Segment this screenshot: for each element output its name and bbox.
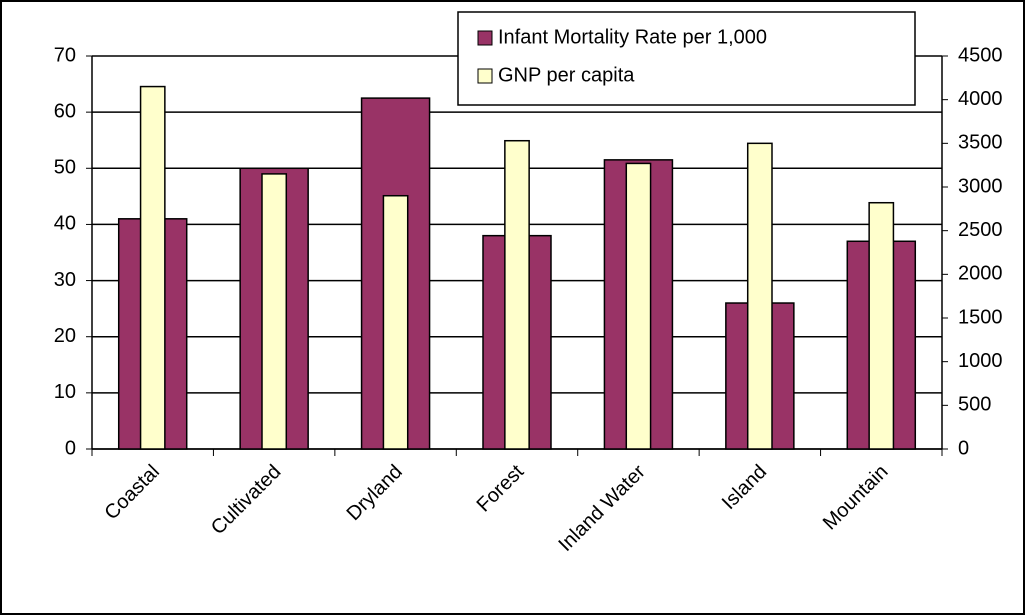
y-tick-label: 50 (54, 157, 76, 179)
y-tick-label: 0 (65, 437, 76, 459)
bar (139, 85, 166, 450)
legend-swatch (477, 30, 493, 46)
y2-tick-label: 2000 (958, 263, 1003, 285)
legend-box (457, 11, 916, 106)
y-tick-label: 10 (54, 381, 76, 403)
bar (261, 173, 288, 450)
y2-tick-label: 1000 (958, 350, 1003, 372)
bar (868, 201, 895, 450)
y2-tick-label: 500 (958, 394, 991, 416)
legend-label: Infant Mortality Rate per 1,000 (498, 26, 767, 48)
y-tick-label: 30 (54, 269, 76, 291)
y-tick-label: 70 (54, 44, 76, 66)
legend-label: GNP per capita (498, 64, 635, 86)
bar (382, 194, 409, 450)
y2-tick-label: 3500 (958, 132, 1003, 154)
y-tick-label: 40 (54, 213, 76, 235)
bar (504, 139, 530, 450)
y-tick-label: 20 (54, 325, 76, 347)
y2-tick-label: 3000 (958, 175, 1003, 197)
y2-tick-label: 1500 (958, 306, 1003, 328)
legend-swatch (477, 68, 493, 84)
bar (625, 162, 652, 450)
bar (746, 142, 773, 450)
y2-tick-label: 0 (958, 437, 969, 459)
y2-tick-label: 4000 (958, 88, 1003, 110)
y2-tick-label: 4500 (958, 44, 1003, 66)
y-tick-label: 60 (54, 100, 76, 122)
y2-tick-label: 2500 (958, 219, 1003, 241)
